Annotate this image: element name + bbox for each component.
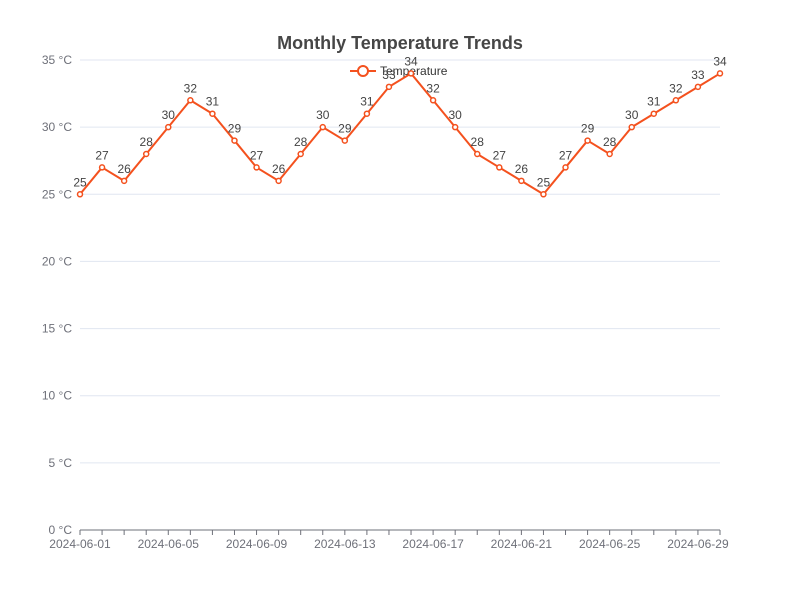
data-label: 32 [184, 81, 198, 95]
data-label: 30 [448, 108, 462, 122]
data-label: 28 [140, 135, 154, 149]
data-point [694, 83, 702, 91]
data-label: 33 [382, 68, 396, 82]
data-point [319, 123, 327, 131]
x-tick-label: 2024-06-29 [667, 537, 729, 551]
data-label: 31 [360, 95, 374, 109]
series-line [79, 72, 721, 196]
data-label: 25 [73, 175, 87, 189]
data-label: 32 [669, 81, 683, 95]
y-axis: 0 °C 5 °C 10 °C 15 °C 20 °C 25 °C 30 °C 35 °C [42, 53, 72, 537]
data-point [297, 150, 304, 158]
data-label: 31 [647, 95, 661, 109]
y-tick-label: 30 °C [42, 120, 72, 134]
data-label: 26 [515, 162, 529, 176]
data-label: 30 [316, 108, 330, 122]
data-label: 28 [294, 135, 308, 149]
data-point [429, 97, 437, 104]
x-tick-label: 2024-06-25 [579, 537, 641, 551]
data-point [209, 110, 216, 117]
data-point [98, 164, 106, 171]
x-tick-label: 2024-06-21 [491, 537, 553, 551]
legend-marker-icon [357, 65, 369, 77]
x-tick-label: 2024-06-05 [138, 537, 200, 551]
data-label: 25 [537, 175, 551, 189]
data-point [540, 191, 547, 198]
y-tick-label: 35 °C [42, 53, 72, 67]
data-label: 34 [713, 54, 727, 68]
data-point [142, 150, 150, 158]
data-label: 30 [162, 108, 176, 122]
data-point [716, 70, 724, 77]
data-label: 27 [493, 148, 507, 162]
data-label: 34 [404, 54, 418, 68]
y-tick-label: 0 °C [49, 523, 73, 537]
data-label: 31 [206, 95, 220, 109]
x-tick-label: 2024-06-01 [49, 537, 111, 551]
data-point [606, 150, 613, 158]
data-label: 30 [625, 108, 639, 122]
y-tick-label: 5 °C [49, 456, 73, 470]
data-point [451, 123, 459, 131]
data-point [672, 97, 680, 104]
data-label: 27 [95, 148, 109, 162]
data-label: 32 [426, 81, 440, 95]
data-point [407, 70, 415, 77]
data-point [120, 177, 128, 185]
data-label: 33 [691, 68, 705, 82]
data-label: 27 [559, 148, 573, 162]
data-point [275, 177, 282, 185]
data-point [473, 150, 481, 158]
data-point [496, 164, 503, 171]
data-point [165, 123, 172, 131]
data-label: 29 [228, 122, 242, 136]
data-point [518, 177, 525, 185]
data-label: 28 [603, 135, 617, 149]
y-tick-label: 10 °C [42, 389, 72, 403]
data-label: 26 [272, 162, 286, 176]
data-label: 29 [338, 122, 352, 136]
data-point [650, 110, 658, 117]
grid-lines [80, 59, 720, 464]
y-tick-label: 15 °C [42, 322, 72, 336]
data-label: 26 [117, 162, 131, 176]
chart-title: Monthly Temperature Trends [277, 33, 523, 53]
data-point [562, 164, 569, 171]
data-point [76, 191, 84, 198]
data-point [253, 164, 260, 171]
x-axis: 2024-06-01 2024-06-05 2024-06-09 2024-06-13… [49, 529, 729, 551]
y-tick-label: 25 °C [42, 187, 72, 201]
data-point [341, 137, 349, 144]
data-label: 28 [471, 135, 485, 149]
data-label: 29 [581, 122, 595, 136]
data-point [363, 110, 371, 117]
legend-label: Temperature [380, 64, 448, 78]
data-point [385, 83, 393, 91]
data-label: 27 [250, 148, 264, 162]
data-point [628, 123, 635, 131]
legend[interactable]: Temperature [350, 64, 448, 78]
series-temperature: 25 27 26 28 30 32 31 29 27 26 28 30 29 31 33 34 32 30 28 27… [73, 54, 727, 198]
y-tick-label: 20 °C [42, 254, 72, 268]
data-point [231, 137, 238, 144]
x-tick-label: 2024-06-17 [402, 537, 464, 551]
x-tick-label: 2024-06-13 [314, 537, 376, 551]
data-point [187, 97, 194, 104]
data-point [584, 137, 591, 144]
x-tick-label: 2024-06-09 [226, 537, 288, 551]
